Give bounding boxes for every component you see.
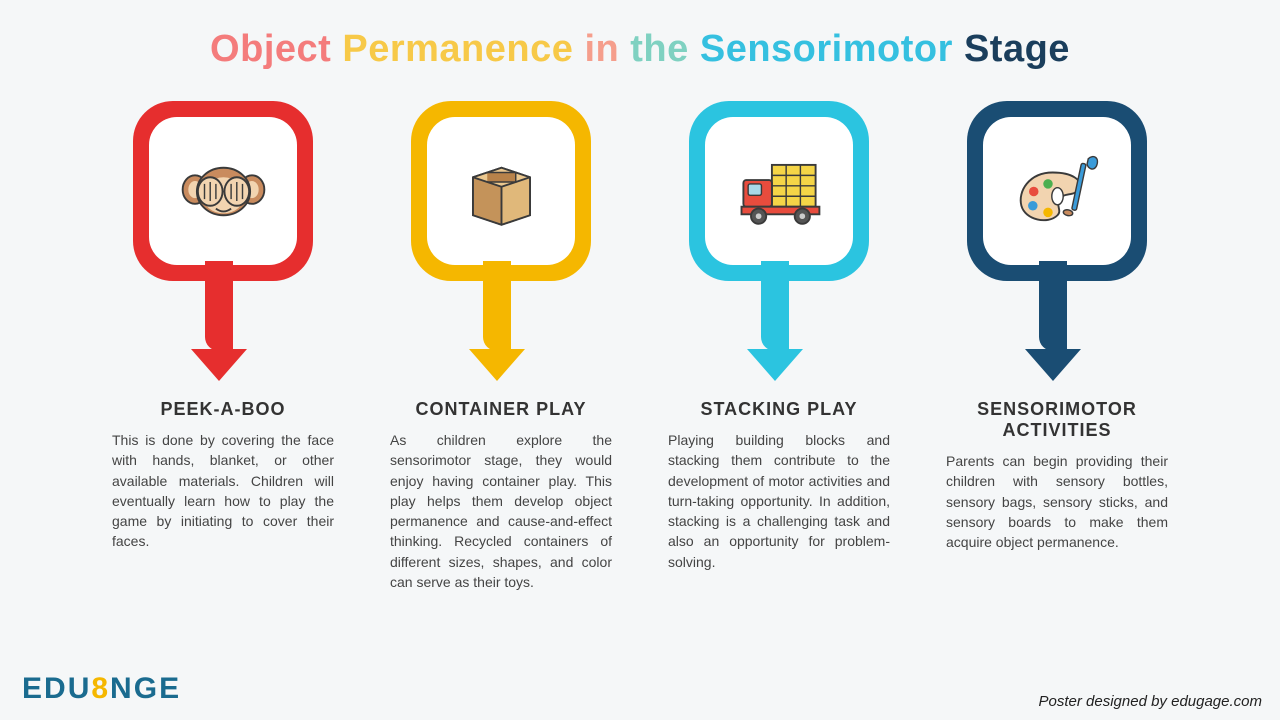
arrow-head-icon [747,349,803,381]
bubble-frame [411,101,591,281]
icon-container [427,117,575,265]
arrow-stem [483,261,511,351]
title-word: Object [210,28,331,71]
card-heading: CONTAINER PLAY [415,399,586,420]
title-word: Permanence [342,28,573,71]
info-card: PEEK-A-BOO This is done by covering the … [108,101,338,592]
arrow-stem [761,261,789,351]
arrow-head-icon [1025,349,1081,381]
icon-container [983,117,1131,265]
icon-container [149,117,297,265]
arrow-head-icon [191,349,247,381]
card-body: As children explore the sensorimotor sta… [386,430,616,592]
title-word: the [630,28,689,71]
arrow-stem [205,261,233,351]
arrow-head-icon [469,349,525,381]
bubble-callout [123,101,323,391]
title-word: Stage [964,28,1070,71]
credit-line: Poster designed by edugage.com [1039,693,1262,710]
card-heading: PEEK-A-BOO [160,399,285,420]
card-body: Parents can begin providing their childr… [942,451,1172,552]
icon-container [705,117,853,265]
card-body: This is done by covering the face with h… [108,430,338,552]
bubble-frame [689,101,869,281]
arrow-stem [1039,261,1067,351]
bubble-frame [967,101,1147,281]
bubble-frame [133,101,313,281]
info-card: SENSORIMOTOR ACTIVITIES Parents can begi… [942,101,1172,592]
bubble-callout [679,101,879,391]
info-card: STACKING PLAY Playing building blocks an… [664,101,894,592]
cards-row: PEEK-A-BOO This is done by covering the … [0,101,1280,592]
bubble-callout [957,101,1157,391]
card-heading: SENSORIMOTOR ACTIVITIES [942,399,1172,441]
title-word: Sensorimotor [700,28,953,71]
card-body: Playing building blocks and stacking the… [664,430,894,572]
title-word: in [584,28,619,71]
card-heading: STACKING PLAY [700,399,857,420]
brand-logo: EDU8NGE [22,672,181,706]
page-title: Object Permanence in the Sensorimotor St… [0,0,1280,71]
bubble-callout [401,101,601,391]
info-card: CONTAINER PLAY As children explore the s… [386,101,616,592]
